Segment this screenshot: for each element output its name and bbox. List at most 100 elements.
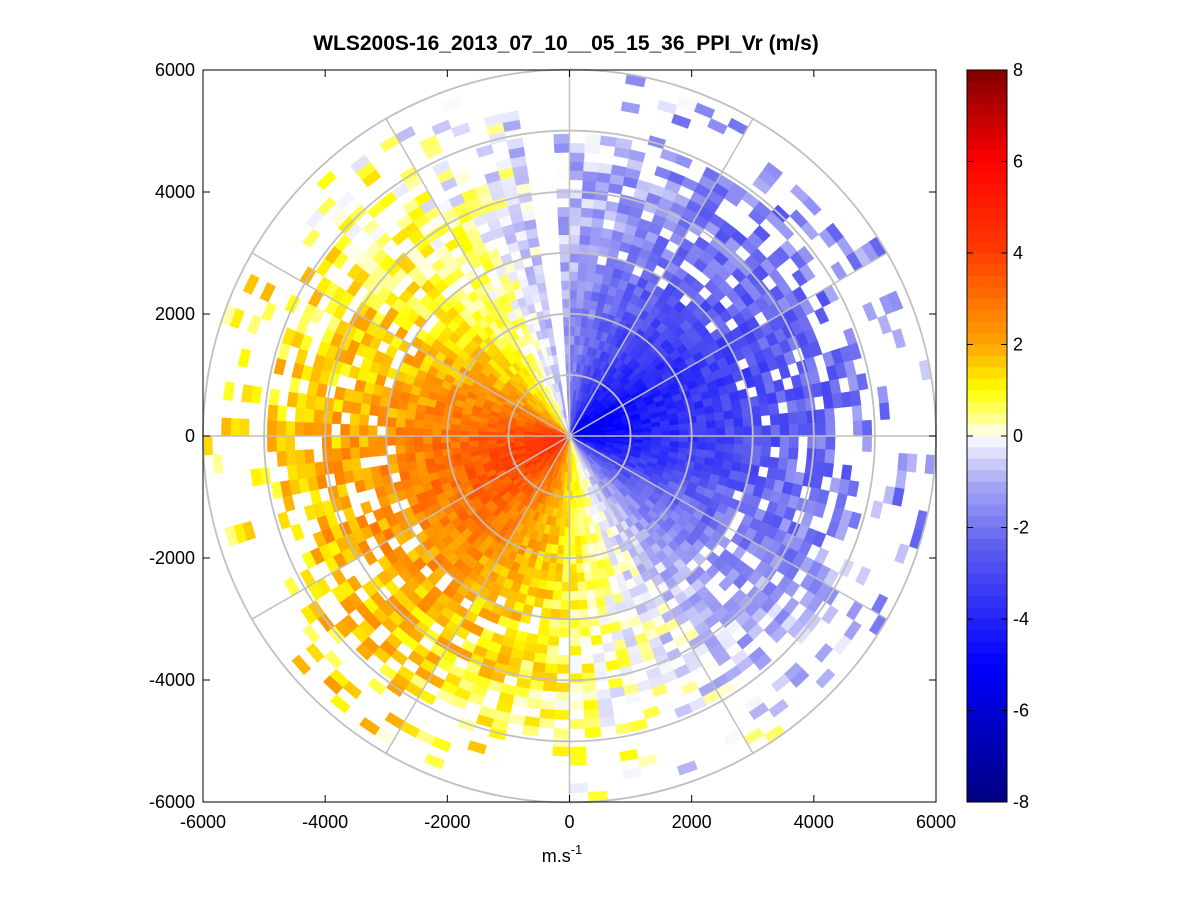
velocity-cell xyxy=(553,133,570,144)
velocity-cell xyxy=(770,435,781,448)
velocity-cell xyxy=(259,282,276,303)
velocity-cell xyxy=(367,677,387,696)
colorbar-band xyxy=(967,333,1007,345)
colorbar-band xyxy=(967,699,1007,711)
velocity-cell xyxy=(584,143,601,155)
colorbar-band xyxy=(967,779,1007,792)
velocity-cell xyxy=(569,645,582,656)
velocity-cell xyxy=(579,225,592,237)
velocity-cell xyxy=(660,430,671,437)
velocity-cell xyxy=(732,408,743,420)
velocity-cell xyxy=(651,683,669,698)
velocity-cell xyxy=(569,664,583,675)
velocity-cell xyxy=(303,408,315,423)
velocity-cell xyxy=(769,413,781,426)
velocity-cell xyxy=(569,216,582,227)
velocity-cell xyxy=(733,426,744,437)
velocity-cell xyxy=(533,652,547,664)
velocity-cell xyxy=(367,435,378,447)
colorbar-band xyxy=(967,641,1007,654)
velocity-cell xyxy=(573,517,580,528)
velocity-cell xyxy=(624,692,641,705)
velocity-cell xyxy=(569,572,578,583)
colorbar-band xyxy=(967,710,1007,723)
velocity-cell xyxy=(678,423,689,431)
colorbar-band xyxy=(967,378,1007,391)
velocity-cell xyxy=(422,428,433,437)
velocity-cell xyxy=(580,216,593,227)
velocity-cell xyxy=(669,435,680,442)
velocity-cell xyxy=(778,412,790,426)
velocity-cell xyxy=(312,422,323,437)
velocity-cell xyxy=(569,252,580,263)
colorbar-tick-label: -8 xyxy=(1013,792,1029,812)
velocity-cell xyxy=(887,290,904,312)
velocity-cell xyxy=(561,572,570,583)
colorbar-band xyxy=(967,70,1007,82)
velocity-cell xyxy=(543,589,554,601)
velocity-cell xyxy=(705,442,717,452)
velocity-cell xyxy=(526,697,542,710)
x-axis: -6000 -4000 -2000 0 2000 4000 6000 xyxy=(180,70,956,832)
velocity-cell xyxy=(579,234,591,246)
velocity-cell xyxy=(582,179,597,191)
velocity-cell xyxy=(242,273,260,295)
colorbar: 8 6 4 2 0 -2 -4 -6 -8 xyxy=(966,60,1029,812)
velocity-cell xyxy=(715,435,726,445)
velocity-cell xyxy=(768,698,789,718)
colorbar-band xyxy=(967,664,1007,677)
velocity-cell xyxy=(592,652,606,664)
velocity-cell xyxy=(642,427,653,433)
velocity-cell xyxy=(854,565,872,586)
velocity-cell xyxy=(569,563,577,574)
plot-area: -6000 -4000 -2000 0 2000 4000 6000 6000 4000 200… xyxy=(149,60,956,832)
velocity-cell xyxy=(688,429,698,437)
velocity-cell xyxy=(798,423,808,437)
velocity-cell xyxy=(569,197,583,208)
velocity-cell xyxy=(862,435,873,453)
velocity-cell xyxy=(562,307,570,318)
velocity-cell xyxy=(468,430,479,437)
velocity-cell xyxy=(481,753,502,768)
velocity-cell xyxy=(593,199,607,211)
velocity-cell xyxy=(441,96,463,112)
velocity-cell xyxy=(558,627,570,638)
colorbar-tick-label: -6 xyxy=(1013,701,1029,721)
velocity-cell xyxy=(423,450,434,460)
velocity-cell xyxy=(202,435,213,456)
velocity-cell xyxy=(593,587,605,599)
velocity-cell xyxy=(807,422,818,437)
velocity-cell xyxy=(804,397,816,412)
colorbar-band xyxy=(967,92,1007,105)
velocity-cell xyxy=(847,480,860,498)
velocity-cell xyxy=(294,421,305,437)
velocity-cell xyxy=(714,411,725,421)
velocity-cell xyxy=(237,348,252,368)
velocity-cell xyxy=(807,435,818,450)
velocity-cell xyxy=(562,554,570,565)
velocity-cell xyxy=(806,448,817,463)
velocity-cell xyxy=(350,154,371,174)
velocity-cell xyxy=(281,327,297,346)
velocity-cell xyxy=(816,422,827,437)
velocity-cell xyxy=(575,554,584,565)
velocity-cell xyxy=(753,224,771,243)
colorbar-band xyxy=(967,355,1007,368)
velocity-cell xyxy=(488,727,507,741)
velocity-cell xyxy=(569,655,582,665)
colorbar-band xyxy=(967,596,1007,609)
velocity-cell xyxy=(894,543,910,565)
velocity-cell xyxy=(712,403,724,414)
x-tick-label: 6000 xyxy=(916,812,956,832)
colorbar-band xyxy=(967,344,1007,357)
velocity-cell xyxy=(332,398,344,413)
colorbar-band xyxy=(967,756,1007,769)
colorbar-band xyxy=(967,550,1007,563)
colorbar-band xyxy=(967,504,1007,517)
velocity-cell xyxy=(432,449,444,458)
colorbar-band xyxy=(967,733,1007,746)
velocity-cell xyxy=(581,663,595,674)
velocity-cell xyxy=(569,527,575,537)
colorbar-band xyxy=(967,447,1007,460)
velocity-cell xyxy=(577,271,587,282)
